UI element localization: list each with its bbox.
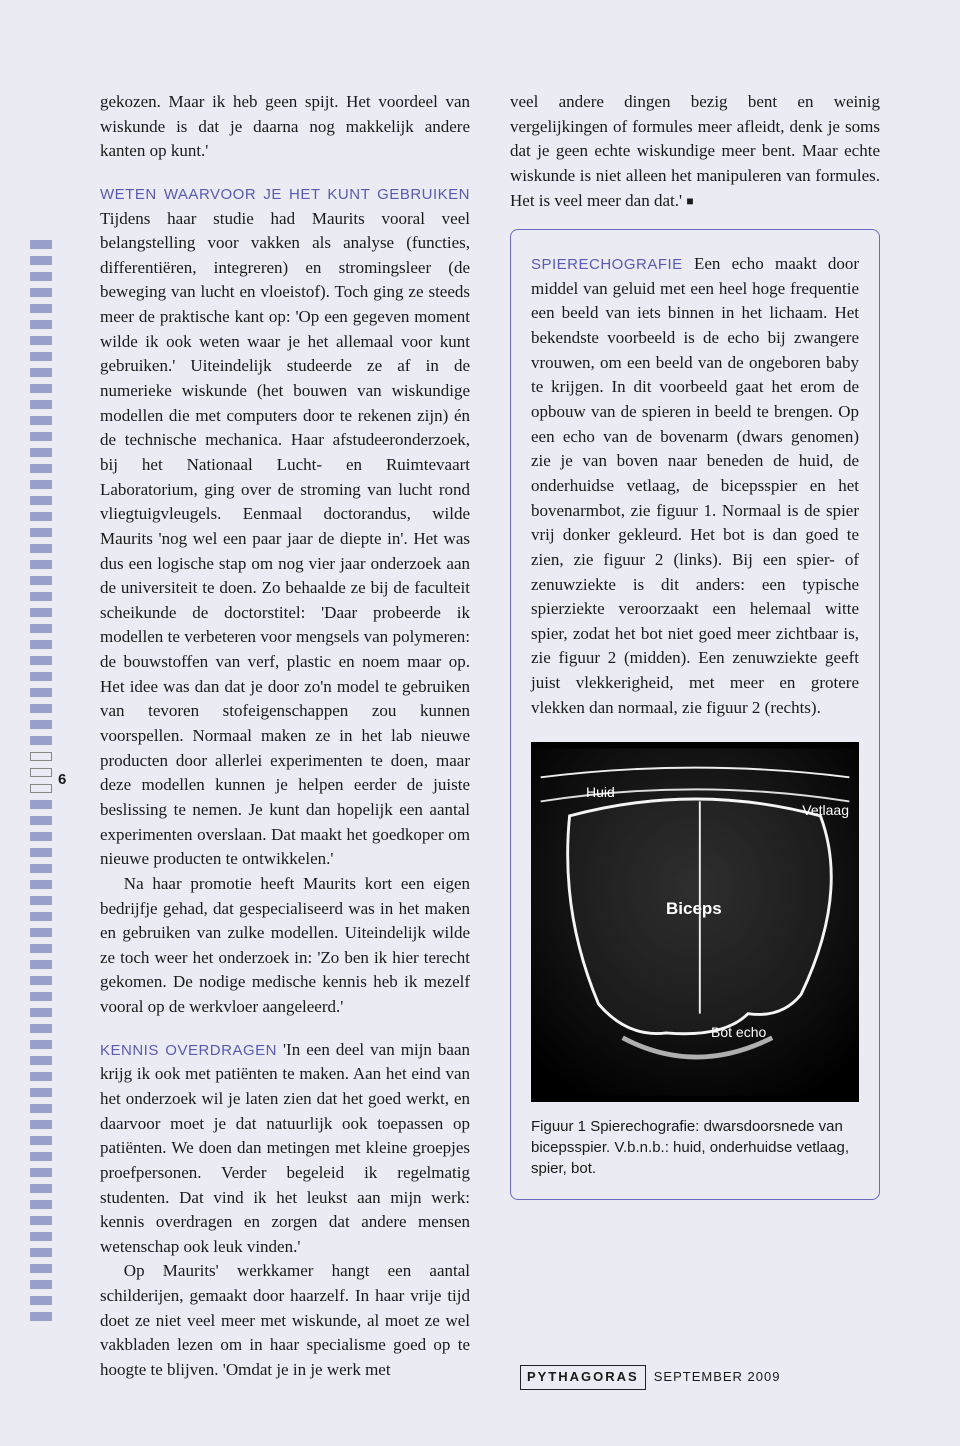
section-1-body: Tijdens haar studie had Maurits vooral v… — [100, 209, 470, 869]
margin-tick — [30, 592, 52, 601]
margin-tick — [30, 1120, 52, 1129]
margin-tick — [30, 464, 52, 473]
page-footer: PYTHAGORAS SEPTEMBER 2009 — [520, 1365, 780, 1390]
figure-1-caption: Figuur 1 Spierechografie: dwarsdoorsnede… — [531, 1116, 859, 1179]
margin-tick — [30, 976, 52, 985]
margin-tick — [30, 1088, 52, 1097]
right-column: veel andere dingen bezig bent en weinig … — [510, 90, 880, 1383]
margin-tick — [30, 384, 52, 393]
sidebox: SPIERECHOGRAFIE Een echo maakt door midd… — [510, 229, 880, 1200]
page-content: gekozen. Maar ik heb geen spijt. Het voo… — [0, 0, 960, 1423]
margin-tick — [30, 992, 52, 1001]
intro-paragraph: gekozen. Maar ik heb geen spijt. Het voo… — [100, 90, 470, 164]
margin-tick — [30, 672, 52, 681]
margin-tick — [30, 512, 52, 521]
margin-tick — [30, 1232, 52, 1241]
margin-hollow — [30, 752, 52, 761]
margin-tick — [30, 496, 52, 505]
margin-tick — [30, 624, 52, 633]
figure-label-huid: Huid — [586, 782, 615, 802]
margin-tick — [30, 1248, 52, 1257]
margin-tick — [30, 960, 52, 969]
margin-tick — [30, 1136, 52, 1145]
margin-tick — [30, 1056, 52, 1065]
margin-tick — [30, 1200, 52, 1209]
margin-tick — [30, 848, 52, 857]
section-2-p2: Op Maurits' werkkamer hangt een aantal s… — [100, 1259, 470, 1382]
margin-tick — [30, 816, 52, 825]
left-column: gekozen. Maar ik heb geen spijt. Het voo… — [100, 90, 470, 1383]
margin-tick — [30, 720, 52, 729]
echogram-svg — [531, 742, 859, 1102]
margin-tick — [30, 640, 52, 649]
margin-tick — [30, 896, 52, 905]
margin-tick — [30, 1184, 52, 1193]
margin-tick — [30, 944, 52, 953]
section-2-heading: KENNIS OVERDRAGEN — [100, 1042, 277, 1059]
margin-tick — [30, 800, 52, 809]
figure-1-echogram: Huid Vetlaag Biceps Bot echo — [531, 742, 859, 1102]
margin-tick — [30, 272, 52, 281]
page-number: 6 — [58, 769, 66, 791]
figure-label-bot: Bot echo — [711, 1022, 766, 1042]
section-2: KENNIS OVERDRAGEN 'In een deel van mijn … — [100, 1038, 470, 1260]
margin-tick — [30, 480, 52, 489]
margin-tick — [30, 336, 52, 345]
margin-tick — [30, 1296, 52, 1305]
margin-tick — [30, 736, 52, 745]
margin-tick — [30, 352, 52, 361]
section-2-body: 'In een deel van mijn baan krijg ik ook … — [100, 1040, 470, 1256]
margin-tick — [30, 1312, 52, 1321]
margin-tick — [30, 1008, 52, 1017]
margin-tick — [30, 544, 52, 553]
margin-tick — [30, 912, 52, 921]
margin-tick — [30, 1152, 52, 1161]
margin-tick — [30, 528, 52, 537]
figure-label-vetlaag: Vetlaag — [802, 800, 849, 820]
figure-label-biceps: Biceps — [666, 897, 722, 922]
margin-tick — [30, 432, 52, 441]
margin-tick — [30, 1024, 52, 1033]
margin-tick — [30, 928, 52, 937]
margin-tick — [30, 416, 52, 425]
margin-tick — [30, 1280, 52, 1289]
section-1-p2: Na haar promotie heeft Maurits kort een … — [100, 872, 470, 1020]
margin-tick — [30, 704, 52, 713]
margin-tick-column — [30, 240, 52, 1321]
margin-tick — [30, 320, 52, 329]
margin-hollow — [30, 784, 52, 793]
sidebox-heading: SPIERECHOGRAFIE — [531, 256, 683, 273]
sidebox-paragraph: SPIERECHOGRAFIE Een echo maakt door midd… — [531, 252, 859, 720]
margin-tick — [30, 368, 52, 377]
end-mark-icon: ■ — [686, 194, 693, 208]
sidebox-body: Een echo maakt door middel van geluid me… — [531, 254, 859, 717]
margin-tick — [30, 240, 52, 249]
margin-hollow — [30, 768, 52, 777]
margin-tick — [30, 256, 52, 265]
footer-brand: PYTHAGORAS — [520, 1365, 646, 1390]
margin-tick — [30, 656, 52, 665]
margin-tick — [30, 304, 52, 313]
margin-tick — [30, 880, 52, 889]
margin-tick — [30, 1216, 52, 1225]
margin-tick — [30, 1072, 52, 1081]
margin-tick — [30, 576, 52, 585]
margin-tick — [30, 1168, 52, 1177]
margin-tick — [30, 448, 52, 457]
margin-tick — [30, 288, 52, 297]
margin-tick — [30, 688, 52, 697]
margin-tick — [30, 400, 52, 409]
margin-tick — [30, 832, 52, 841]
margin-tick — [30, 608, 52, 617]
margin-tick — [30, 1264, 52, 1273]
section-1: WETEN WAARVOOR JE HET KUNT GEBRUIKEN Tij… — [100, 182, 470, 872]
margin-tick — [30, 1104, 52, 1113]
margin-tick — [30, 1040, 52, 1049]
margin-tick — [30, 560, 52, 569]
margin-tick — [30, 864, 52, 873]
continuation-paragraph: veel andere dingen bezig bent en weinig … — [510, 90, 880, 213]
section-1-heading: WETEN WAARVOOR JE HET KUNT GEBRUIKEN — [100, 186, 470, 203]
continuation-text: veel andere dingen bezig bent en weinig … — [510, 92, 880, 210]
footer-issue: SEPTEMBER 2009 — [654, 1368, 781, 1387]
